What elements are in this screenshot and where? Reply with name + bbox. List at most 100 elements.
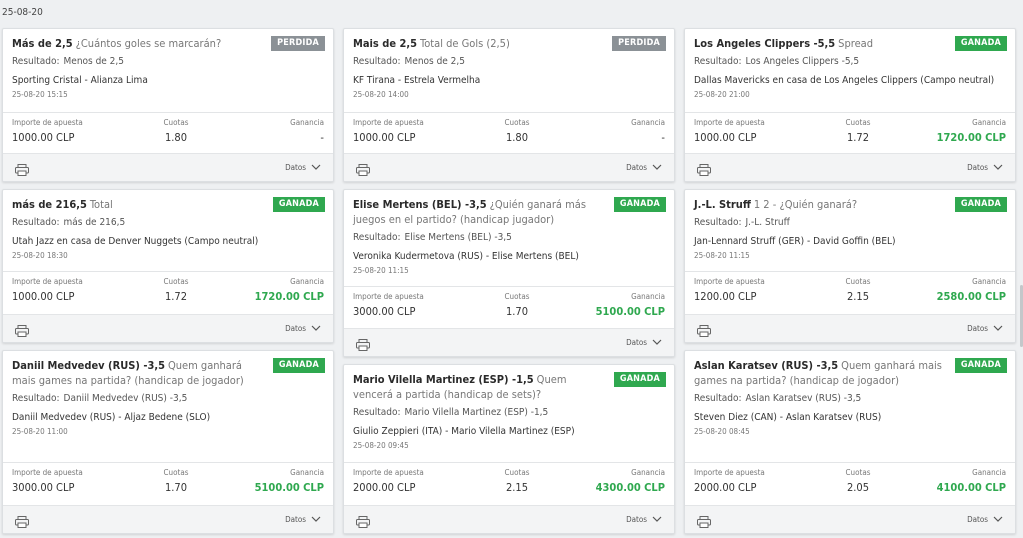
print-icon[interactable] [356, 513, 370, 528]
print-icon[interactable] [15, 161, 29, 176]
bet-title: Daniil Medvedev (RUS) -3,5 Quem ganhará m… [12, 358, 324, 388]
winnings-value: 2580.00 CLP [936, 290, 1006, 303]
event-name: Jan-Lennard Struff (GER) - David Goffin … [694, 236, 896, 247]
result-label: Resultado: [694, 217, 742, 228]
bet-market: 1 2 - ¿Quién ganará? [753, 198, 858, 211]
bet-title: Elise Mertens (BEL) -3,5 ¿Quién ganará má… [353, 197, 665, 227]
result-value: Daniil Medvedev (RUS) -3,5 [63, 393, 188, 404]
result-line: Resultado: J.-L. Struff [694, 216, 1006, 229]
winnings-label: Ganancia [290, 468, 324, 477]
result-value: más de 216,5 [63, 217, 126, 228]
odds-column: Cuotas 2.05 [838, 468, 878, 494]
bet-summary: Importe de apuesta 1000.00 CLP Cuotas 1.… [685, 112, 1015, 144]
scrollbar[interactable] [1020, 285, 1023, 347]
details-toggle[interactable]: Datos [626, 162, 662, 173]
stake-column: Importe de apuesta 1000.00 CLP [694, 118, 765, 144]
stake-label: Importe de apuesta [353, 118, 424, 127]
print-icon[interactable] [15, 513, 29, 528]
odds-label: Cuotas [163, 277, 189, 286]
winnings-value: 4100.00 CLP [936, 481, 1006, 494]
result-value: Aslan Karatsev (RUS) -3,5 [745, 393, 862, 404]
details-toggle[interactable]: Datos [285, 323, 321, 334]
details-label: Datos [967, 163, 988, 172]
winnings-column: Ganancia 5100.00 CLP [255, 468, 324, 494]
odds-label: Cuotas [163, 468, 189, 477]
odds-label: Cuotas [845, 118, 871, 127]
result-value: Mario Vilella Martinez (ESP) -1,5 [404, 407, 549, 418]
card-footer: Datos [685, 314, 1015, 342]
result-label: Resultado: [353, 56, 401, 67]
winnings-column: Ganancia 1720.00 CLP [937, 118, 1006, 144]
card-footer: Datos [3, 153, 333, 181]
winnings-label: Ganancia [290, 277, 324, 286]
bet-summary: Importe de apuesta 1200.00 CLP Cuotas 2.… [685, 271, 1015, 303]
print-icon[interactable] [697, 322, 711, 337]
winnings-column: Ganancia 1720.00 CLP [255, 277, 324, 303]
print-icon[interactable] [356, 161, 370, 176]
odds-value: 1.80 [164, 131, 188, 144]
status-badge: GANADA [272, 197, 325, 212]
print-icon[interactable] [697, 513, 711, 528]
details-toggle[interactable]: Datos [967, 162, 1003, 173]
odds-column: Cuotas 2.15 [497, 468, 537, 494]
winnings-label: Ganancia [972, 468, 1006, 477]
stake-column: Importe de apuesta 1000.00 CLP [353, 118, 424, 144]
bet-summary: Importe de apuesta 1000.00 CLP Cuotas 1.… [344, 112, 674, 144]
print-icon[interactable] [15, 322, 29, 337]
result-value: Menos de 2,5 [63, 56, 124, 67]
stake-column: Importe de apuesta 3000.00 CLP [12, 468, 83, 494]
details-label: Datos [285, 515, 306, 524]
event-time: 25-08-20 11:00 [12, 427, 68, 436]
details-toggle[interactable]: Datos [285, 162, 321, 173]
details-toggle[interactable]: Datos [967, 514, 1003, 525]
stake-value: 2000.00 CLP [353, 481, 416, 494]
details-toggle[interactable]: Datos [626, 337, 662, 348]
bet-card: Mario Vilella Martinez (ESP) -1,5 Quem ve… [343, 364, 675, 534]
odds-column: Cuotas 1.80 [497, 118, 537, 144]
winnings-label: Ganancia [631, 292, 665, 301]
details-label: Datos [626, 338, 647, 347]
stake-column: Importe de apuesta 3000.00 CLP [353, 292, 424, 318]
odds-value: 1.80 [505, 131, 529, 144]
bet-summary: Importe de apuesta 2000.00 CLP Cuotas 2.… [685, 462, 1015, 494]
winnings-label: Ganancia [972, 118, 1006, 127]
odds-value: 1.72 [164, 290, 188, 303]
status-badge: GANADA [954, 358, 1007, 373]
event-time: 25-08-20 15:15 [12, 90, 68, 99]
stake-value: 1000.00 CLP [353, 131, 416, 144]
odds-value: 1.72 [846, 131, 870, 144]
result-line: Resultado: Daniil Medvedev (RUS) -3,5 [12, 392, 324, 405]
result-label: Resultado: [353, 407, 401, 418]
card-footer: Datos [3, 505, 333, 533]
card-footer: Datos [344, 328, 674, 356]
details-toggle[interactable]: Datos [285, 514, 321, 525]
details-toggle[interactable]: Datos [626, 514, 662, 525]
stake-value: 2000.00 CLP [694, 481, 757, 494]
winnings-label: Ganancia [290, 118, 324, 127]
odds-label: Cuotas [504, 468, 530, 477]
bet-selection: Los Angeles Clippers -5,5 [694, 37, 836, 50]
status-badge: GANADA [954, 197, 1007, 212]
winnings-value: - [661, 131, 665, 144]
date-header: 25-08-20 [2, 7, 43, 18]
print-icon[interactable] [697, 161, 711, 176]
result-line: Resultado: Elise Mertens (BEL) -3,5 [353, 231, 665, 244]
event-name: Veronika Kudermetova (RUS) - Elise Merte… [353, 251, 579, 262]
event-time: 25-08-20 14:00 [353, 90, 409, 99]
chevron-down-icon [988, 323, 1003, 334]
bet-card: Los Angeles Clippers -5,5 Spread GANADA R… [684, 28, 1016, 182]
details-toggle[interactable]: Datos [967, 323, 1003, 334]
event-time: 25-08-20 21:00 [694, 90, 750, 99]
print-icon[interactable] [356, 336, 370, 351]
event-time: 25-08-20 08:45 [694, 427, 750, 436]
odds-value: 1.70 [505, 305, 529, 318]
stake-column: Importe de apuesta 2000.00 CLP [694, 468, 765, 494]
event-name: Giulio Zeppieri (ITA) - Mario Vilella Ma… [353, 426, 575, 437]
result-line: Resultado: más de 216,5 [12, 216, 324, 229]
bet-card: Más de 2,5 ¿Cuántos goles se marcarán? PE… [2, 28, 334, 182]
stake-label: Importe de apuesta [12, 468, 83, 477]
odds-value: 2.05 [846, 481, 870, 494]
odds-column: Cuotas 1.72 [838, 118, 878, 144]
event-name: Dallas Mavericks en casa de Los Angeles … [694, 75, 995, 86]
bet-summary: Importe de apuesta 1000.00 CLP Cuotas 1.… [3, 112, 333, 144]
